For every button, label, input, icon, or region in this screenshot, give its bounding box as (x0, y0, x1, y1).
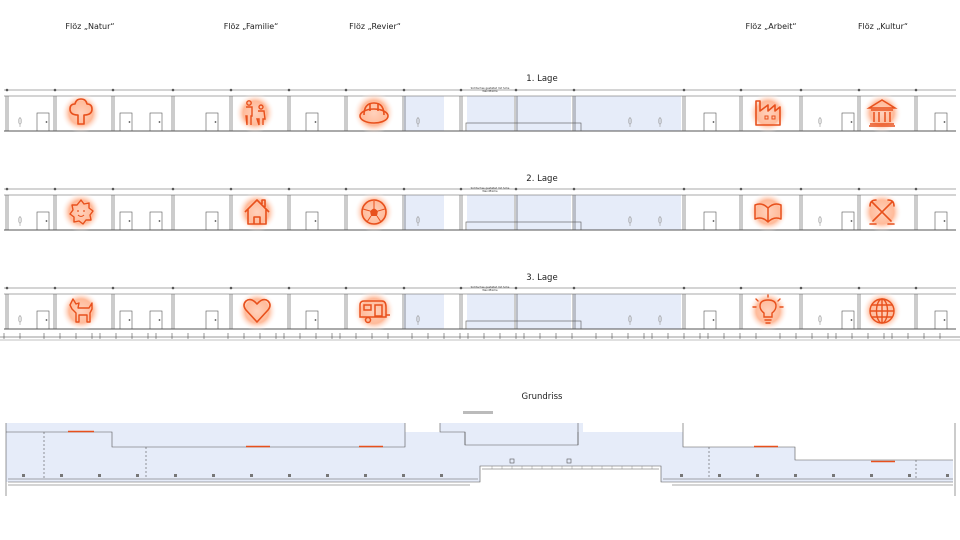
sun-icon (61, 192, 101, 232)
house-icon (237, 192, 277, 232)
lightbulb-icon (748, 291, 788, 331)
atrium-note-1: Sichtachse gestaltet mit hohe Wandfläche (470, 87, 510, 93)
column-label-revier: Flöz „Revier“ (349, 22, 401, 31)
globe-icon (862, 291, 902, 331)
atrium-note-3: Sichtachse gestaltet mit hohe Wandfläche (470, 286, 510, 292)
row-title-lage-3: 3. Lage (526, 273, 558, 283)
tree-icon (61, 93, 101, 133)
column-label-familie: Flöz „Familie“ (223, 22, 279, 31)
atrium-note-2: Sichtachse gestaltet mit hohe Wandfläche (470, 187, 510, 193)
family-icon (235, 93, 275, 133)
column-label-arbeit: Flöz „Arbeit“ (745, 22, 797, 31)
tools-icon (862, 192, 902, 232)
glass-atrium (404, 96, 681, 329)
hardhat-icon (353, 92, 395, 134)
book-icon (748, 192, 788, 232)
museum-icon (862, 93, 902, 133)
plan-title: Grundriss (521, 392, 563, 402)
elevation-linework (4, 88, 956, 330)
column-label-natur: Flöz „Natur“ (65, 22, 115, 31)
dog-icon (61, 291, 101, 331)
caravan-icon (353, 290, 395, 332)
football-icon (354, 192, 394, 232)
heart-icon (237, 291, 277, 331)
floor-plan (5, 411, 956, 496)
factory-icon (748, 93, 788, 133)
row-title-lage-2: 2. Lage (526, 174, 558, 184)
row-title-lage-1: 1. Lage (526, 74, 558, 84)
column-label-kultur: Flöz „Kultur“ (857, 22, 909, 31)
